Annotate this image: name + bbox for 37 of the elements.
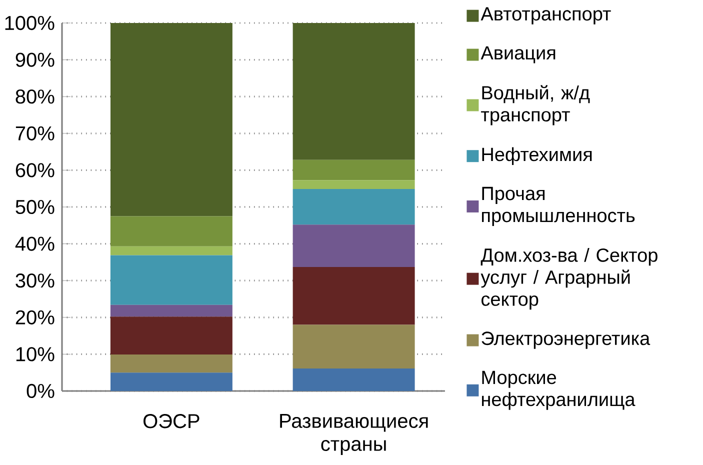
y-tick-label: 80% xyxy=(16,90,54,104)
legend-label: Морские нефтехранилища xyxy=(482,370,636,410)
bar xyxy=(292,368,415,391)
bar xyxy=(110,372,232,391)
bar xyxy=(292,180,415,189)
bar xyxy=(292,188,415,225)
y-tick-label: 40% xyxy=(15,236,54,251)
y-tick-label: 30% xyxy=(16,274,54,288)
bar xyxy=(292,224,415,267)
bar xyxy=(292,266,415,325)
legend-label: Автотранспорт xyxy=(480,7,611,24)
legend-label: Водный, ж/д транспорт xyxy=(481,85,590,126)
x-tick-label: Развивающиеся страны xyxy=(280,414,428,455)
legend-label: Прочая промышленность xyxy=(482,186,635,226)
bar xyxy=(292,324,415,369)
x-tick-label: ОЭСР xyxy=(144,414,200,428)
y-tick-label: 70% xyxy=(16,126,54,140)
y-tick-label: 20% xyxy=(16,310,54,324)
y-tick-label: 0% xyxy=(26,384,54,398)
bar xyxy=(110,22,232,216)
bar xyxy=(110,255,232,305)
y-tick-label: 10% xyxy=(16,347,54,362)
legend-label: Электроэнергетика xyxy=(482,332,650,349)
bar xyxy=(292,22,415,160)
y-tick-label: 90% xyxy=(16,52,54,67)
bar xyxy=(110,216,232,246)
legend-label: Дом.хоз-ва / Сектор услуг / Аграрный сектор xyxy=(480,248,658,310)
bar xyxy=(110,246,232,256)
bar xyxy=(110,354,232,373)
y-tick-label: 100% xyxy=(5,16,54,30)
legend-label: Нефтехимия xyxy=(482,147,592,165)
bar xyxy=(110,304,232,317)
bar xyxy=(292,160,415,180)
y-tick-label: 60% xyxy=(16,163,54,178)
bar xyxy=(110,316,232,355)
y-tick-label: 50% xyxy=(16,200,54,214)
legend-label: Авиация xyxy=(480,46,556,64)
